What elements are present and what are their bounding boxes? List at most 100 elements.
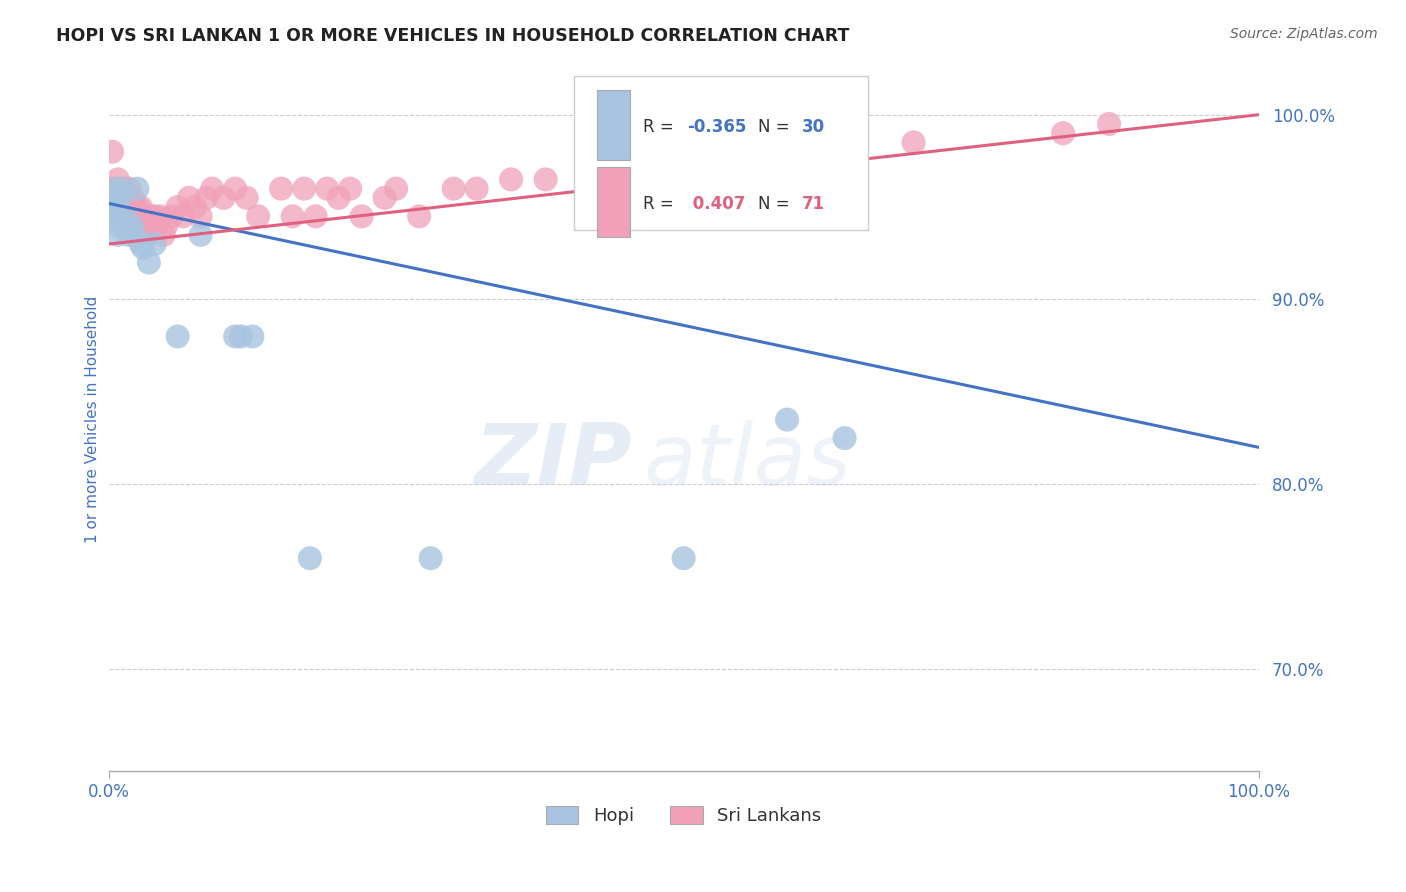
Point — [112, 181, 135, 195]
Point — [304, 210, 326, 224]
Point — [108, 200, 131, 214]
Point — [339, 181, 361, 195]
Point — [374, 191, 396, 205]
Point — [195, 191, 218, 205]
Point — [350, 210, 373, 224]
Point — [114, 191, 136, 205]
Point — [112, 210, 135, 224]
Point — [141, 219, 163, 233]
Point — [138, 255, 160, 269]
Point — [107, 227, 129, 242]
Point — [124, 210, 146, 224]
Point — [903, 136, 925, 150]
Point — [132, 210, 155, 224]
Point — [143, 237, 166, 252]
Point — [120, 200, 142, 214]
Text: 71: 71 — [801, 195, 825, 213]
Point — [235, 191, 257, 205]
Point — [104, 191, 127, 205]
Point — [776, 412, 799, 426]
Text: R =: R = — [644, 195, 679, 213]
Point — [121, 219, 143, 233]
Point — [108, 210, 131, 224]
Point — [212, 191, 235, 205]
Point — [247, 210, 270, 224]
Point — [501, 172, 523, 186]
Point — [115, 210, 138, 224]
Text: N =: N = — [758, 118, 796, 136]
Point — [129, 237, 152, 252]
Point — [146, 219, 169, 233]
Point — [1098, 117, 1121, 131]
Point — [110, 186, 132, 200]
Point — [155, 219, 177, 233]
Point — [172, 210, 194, 224]
Text: R =: R = — [644, 118, 679, 136]
Point — [328, 191, 350, 205]
Point — [292, 181, 315, 195]
Bar — [598, 167, 630, 237]
Text: 30: 30 — [801, 118, 825, 136]
Point — [224, 181, 246, 195]
Point — [240, 329, 263, 343]
Point — [115, 222, 138, 236]
Point — [298, 551, 321, 566]
Point — [136, 227, 159, 242]
Text: 0.407: 0.407 — [688, 195, 745, 213]
Point — [105, 181, 128, 195]
Point — [103, 181, 125, 195]
Point — [143, 210, 166, 224]
Legend: Hopi, Sri Lankans: Hopi, Sri Lankans — [546, 805, 821, 825]
Point — [190, 210, 212, 224]
Point — [128, 210, 150, 224]
Point — [132, 241, 155, 255]
Point — [160, 210, 183, 224]
Point — [111, 191, 134, 205]
Point — [190, 227, 212, 242]
Point — [105, 210, 128, 224]
Point — [110, 200, 132, 214]
Text: HOPI VS SRI LANKAN 1 OR MORE VEHICLES IN HOUSEHOLD CORRELATION CHART: HOPI VS SRI LANKAN 1 OR MORE VEHICLES IN… — [56, 27, 849, 45]
Point — [229, 329, 252, 343]
Text: Source: ZipAtlas.com: Source: ZipAtlas.com — [1230, 27, 1378, 41]
Point — [115, 219, 138, 233]
Point — [115, 200, 138, 214]
Point — [845, 145, 868, 159]
Text: -0.365: -0.365 — [688, 118, 747, 136]
Point — [121, 191, 143, 205]
Point — [787, 153, 810, 168]
Point — [408, 210, 430, 224]
Point — [127, 200, 149, 214]
Point — [834, 431, 856, 445]
Point — [108, 191, 131, 205]
Point — [117, 191, 139, 205]
Point — [139, 210, 162, 224]
Point — [118, 181, 141, 195]
Point — [101, 145, 124, 159]
Point — [134, 219, 156, 233]
Point — [626, 163, 648, 178]
Text: ZIP: ZIP — [474, 420, 631, 503]
Point — [385, 181, 408, 195]
Point — [166, 329, 188, 343]
Point — [107, 172, 129, 186]
Point — [201, 181, 224, 195]
Point — [125, 219, 148, 233]
Point — [153, 227, 176, 242]
Point — [184, 200, 207, 214]
Point — [270, 181, 292, 195]
Point — [730, 153, 752, 168]
Point — [108, 219, 131, 233]
Bar — [598, 89, 630, 160]
Point — [149, 210, 172, 224]
Text: N =: N = — [758, 195, 796, 213]
Point — [672, 163, 695, 178]
Point — [128, 219, 150, 233]
Point — [111, 181, 134, 195]
Point — [100, 191, 122, 205]
Point — [129, 200, 152, 214]
Point — [103, 200, 125, 214]
Point — [581, 163, 603, 178]
Point — [465, 181, 488, 195]
Point — [419, 551, 441, 566]
